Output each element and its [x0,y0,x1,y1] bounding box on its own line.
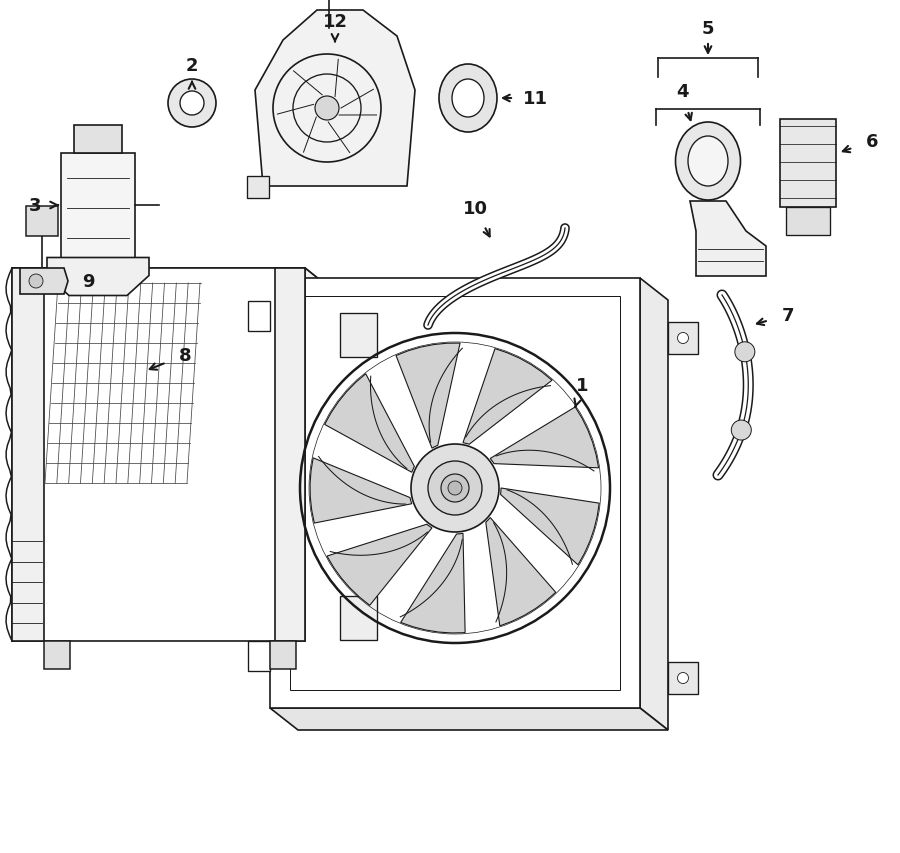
Text: 7: 7 [782,306,794,325]
Polygon shape [12,269,305,641]
Text: 2: 2 [185,57,198,75]
Polygon shape [26,206,58,237]
Ellipse shape [676,123,741,200]
Text: 12: 12 [322,13,347,31]
Polygon shape [20,269,68,294]
Polygon shape [270,279,640,708]
Text: 9: 9 [82,273,94,291]
Text: 3: 3 [29,197,41,215]
Ellipse shape [452,80,484,118]
Circle shape [180,92,204,116]
Polygon shape [463,349,552,444]
Polygon shape [400,534,465,633]
Polygon shape [396,344,460,449]
Polygon shape [61,154,135,258]
Circle shape [678,334,688,344]
Polygon shape [12,269,345,300]
Polygon shape [491,408,598,468]
Polygon shape [340,596,377,641]
Circle shape [315,97,339,121]
Polygon shape [340,314,377,357]
Ellipse shape [688,136,728,187]
Polygon shape [248,641,270,671]
Polygon shape [270,708,668,730]
Circle shape [678,673,688,684]
Polygon shape [247,177,269,199]
Polygon shape [325,374,414,473]
Polygon shape [640,279,668,730]
Polygon shape [270,641,296,670]
Circle shape [168,80,216,128]
Polygon shape [780,120,836,208]
Polygon shape [44,641,70,670]
Ellipse shape [439,65,497,133]
Text: 6: 6 [866,133,878,151]
Text: 4: 4 [676,83,688,101]
Polygon shape [255,11,415,187]
Circle shape [732,421,752,440]
Circle shape [448,481,462,496]
Text: 5: 5 [702,20,715,38]
Polygon shape [47,258,149,296]
Polygon shape [668,662,698,694]
Polygon shape [486,518,555,626]
Circle shape [411,444,499,532]
Polygon shape [12,269,44,641]
Polygon shape [275,269,305,641]
Polygon shape [327,525,432,606]
Circle shape [29,275,43,288]
Polygon shape [310,458,412,524]
Text: 8: 8 [179,346,192,364]
Polygon shape [305,269,345,673]
Text: 11: 11 [523,90,547,107]
Polygon shape [500,489,599,566]
Polygon shape [74,125,122,154]
Polygon shape [248,302,270,332]
Text: 1: 1 [576,376,589,395]
Circle shape [441,474,469,502]
Polygon shape [690,202,766,276]
Circle shape [428,461,482,515]
Polygon shape [786,208,830,235]
Text: 10: 10 [463,200,488,218]
Polygon shape [668,322,698,355]
Circle shape [735,342,755,363]
